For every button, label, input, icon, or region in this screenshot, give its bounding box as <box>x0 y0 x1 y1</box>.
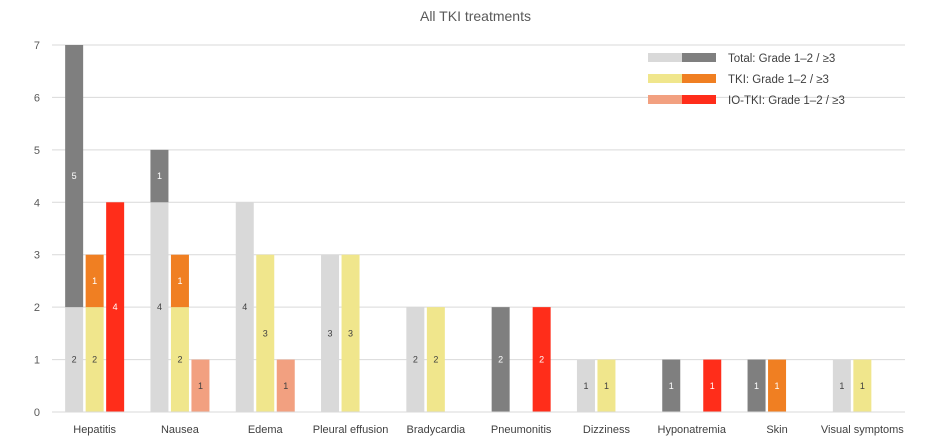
bar-tki-grade3 <box>768 359 787 412</box>
data-label: 2 <box>177 355 182 365</box>
x-tick-label: Hyponatremia <box>658 424 727 436</box>
bar-io-tki-grade12 <box>276 359 295 412</box>
x-tick-label: Pneumonitis <box>491 424 552 436</box>
data-label: 2 <box>92 355 97 365</box>
data-label: 3 <box>348 328 353 338</box>
x-tick-label: Skin <box>766 424 787 436</box>
data-label: 1 <box>177 276 182 286</box>
bar-total-grade12 <box>150 202 169 412</box>
bar-total-grade12 <box>235 202 254 412</box>
data-label: 3 <box>328 328 333 338</box>
data-label: 2 <box>498 355 503 365</box>
bar-io-tki-grade3 <box>106 202 125 412</box>
legend-swatch-grade12 <box>648 95 682 104</box>
data-label: 2 <box>413 355 418 365</box>
legend-label: TKI: Grade 1–2 / ≥3 <box>728 74 829 86</box>
x-tick-label: Edema <box>248 424 284 436</box>
data-label: 1 <box>839 381 844 391</box>
data-label: 1 <box>710 381 715 391</box>
bar-total-grade3 <box>65 45 84 308</box>
x-tick-label: Pleural effusion <box>313 424 389 436</box>
x-tick-label: Visual symptoms <box>821 424 904 436</box>
y-tick-label: 6 <box>34 92 40 104</box>
bar-tki-grade3 <box>85 254 104 308</box>
y-tick-label: 5 <box>34 145 40 157</box>
bar-io-tki-grade12 <box>191 359 210 412</box>
bar-tki-grade12 <box>85 307 104 412</box>
legend-swatch-grade3 <box>682 53 716 62</box>
data-label: 2 <box>433 355 438 365</box>
data-label: 1 <box>860 381 865 391</box>
data-label: 2 <box>539 355 544 365</box>
y-tick-label: 7 <box>34 40 40 52</box>
bar-total-grade12 <box>576 359 595 412</box>
bar-total-grade3 <box>150 149 169 203</box>
data-label: 3 <box>263 328 268 338</box>
data-label: 4 <box>157 302 162 312</box>
bar-tki-grade12 <box>341 254 360 412</box>
bar-tki-grade12 <box>853 359 872 412</box>
bar-tki-grade12 <box>170 307 189 412</box>
data-label: 1 <box>198 381 203 391</box>
bar-total-grade12 <box>65 307 84 412</box>
y-tick-label: 4 <box>34 197 40 209</box>
data-label: 1 <box>583 381 588 391</box>
y-tick-label: 2 <box>34 302 40 314</box>
bar-tki-grade12 <box>256 254 275 412</box>
chart-title: All TKI treatments <box>419 8 531 24</box>
data-label: 1 <box>157 171 162 181</box>
bar-io-tki-grade3 <box>532 307 551 412</box>
y-tick-label: 0 <box>34 407 40 419</box>
bar-total-grade12 <box>832 359 851 412</box>
legend-swatch-grade3 <box>682 74 716 83</box>
bar-tki-grade12 <box>426 307 445 412</box>
x-tick-label: Nausea <box>161 424 200 436</box>
bar-tki-grade12 <box>597 359 616 412</box>
x-tick-label: Dizziness <box>583 424 631 436</box>
bar-total-grade3 <box>491 307 510 412</box>
legend-swatch-grade3 <box>682 95 716 104</box>
data-label: 1 <box>604 381 609 391</box>
y-tick-label: 3 <box>34 250 40 262</box>
bar-total-grade3 <box>747 359 766 412</box>
data-label: 5 <box>72 171 77 181</box>
bar-io-tki-grade3 <box>703 359 722 412</box>
data-label: 1 <box>92 276 97 286</box>
bar-tki-grade3 <box>170 254 189 308</box>
data-label: 2 <box>72 355 77 365</box>
bar-total-grade3 <box>662 359 681 412</box>
legend-swatch-grade12 <box>648 74 682 83</box>
x-tick-label: Bradycardia <box>406 424 466 436</box>
data-label: 1 <box>669 381 674 391</box>
data-label: 1 <box>283 381 288 391</box>
bar-total-grade12 <box>406 307 425 412</box>
data-label: 1 <box>754 381 759 391</box>
legend-label: Total: Grade 1–2 / ≥3 <box>728 53 835 65</box>
legend-label: IO-TKI: Grade 1–2 / ≥3 <box>728 95 845 107</box>
y-tick-label: 1 <box>34 355 40 367</box>
data-label: 4 <box>113 302 118 312</box>
bar-total-grade12 <box>321 254 340 412</box>
data-label: 1 <box>775 381 780 391</box>
data-label: 4 <box>242 302 247 312</box>
legend-swatch-grade12 <box>648 53 682 62</box>
x-tick-label: Hepatitis <box>73 424 116 436</box>
